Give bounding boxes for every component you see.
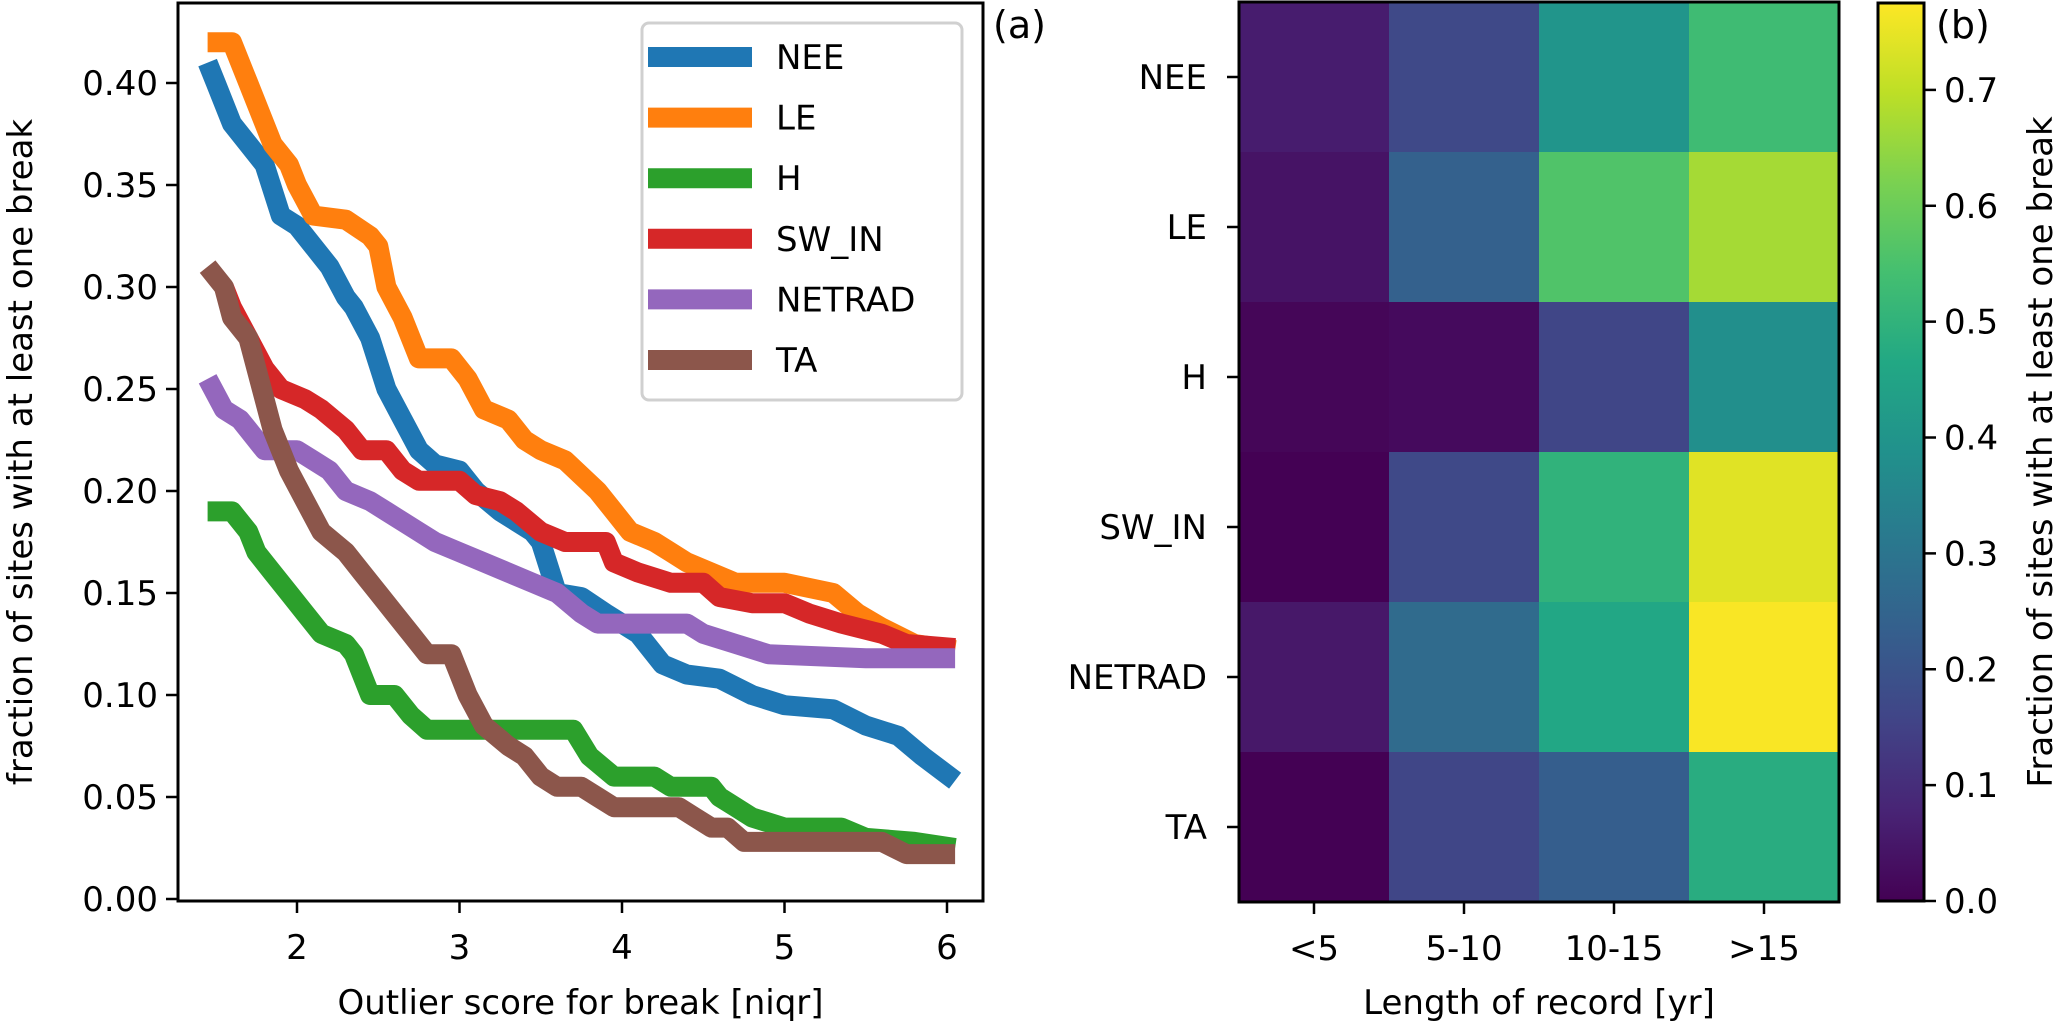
- x-tick-label: 5: [774, 928, 796, 968]
- heatmap-cell: [1689, 152, 1840, 303]
- colorbar-tick-label: 0.3: [1944, 534, 1998, 574]
- colorbar-tick-label: 0.1: [1944, 766, 1998, 806]
- heatmap-cell: [1689, 602, 1840, 753]
- heatmap-frame: [1237, 0, 1841, 904]
- colorbar-tick-label: 0.0: [1944, 882, 1998, 922]
- legend-label: SW_IN: [776, 220, 884, 260]
- heatmap-cell: [1689, 452, 1840, 603]
- heatmap-cells: [1239, 2, 1840, 903]
- heatmap-y-tick-label: SW_IN: [1099, 508, 1207, 548]
- legend-label: H: [776, 159, 802, 199]
- heatmap-cell: [1239, 152, 1390, 303]
- y-tick-label: 0.15: [82, 574, 158, 614]
- colorbar-tick-label: 0.2: [1944, 650, 1998, 690]
- y-tick-label: 0.00: [82, 880, 158, 920]
- legend-item-h: H: [648, 159, 802, 199]
- y-axis-ticks: 0.00 0.05 0.10 0.15 0.20 0.25 0.30 0.35 0.40: [82, 64, 178, 920]
- y-tick-label: 0.20: [82, 472, 158, 512]
- heatmap-x-tick-label: 5-10: [1425, 929, 1502, 969]
- series-line-ta: [199, 260, 956, 865]
- heatmap-cell: [1389, 152, 1540, 303]
- heatmap-x-axis-label: Length of record [yr]: [1363, 983, 1715, 1023]
- x-tick-label: 4: [611, 928, 633, 968]
- heatmap-cell: [1239, 602, 1390, 753]
- heatmap-cell: [1689, 752, 1840, 903]
- heatmap-x-ticks: <5 5-10 10-15 >15: [1289, 902, 1800, 969]
- heatmap-x-tick-label: >15: [1728, 929, 1800, 969]
- heatmap-cell: [1539, 602, 1690, 753]
- colorbar-tick-label: 0.4: [1944, 419, 1998, 459]
- heatmap-cell: [1689, 2, 1840, 153]
- heatmap-y-tick-label: NEE: [1139, 58, 1207, 98]
- y-tick-label: 0.10: [82, 676, 158, 716]
- heatmap-cell: [1539, 2, 1690, 153]
- colorbar-tick-label: 0.5: [1944, 303, 1998, 343]
- colorbar-label: Fraction of sites with at least one brea…: [2021, 116, 2061, 788]
- heatmap-cell: [1239, 452, 1390, 603]
- legend-label: NETRAD: [776, 280, 915, 320]
- y-tick-label: 0.25: [82, 370, 158, 410]
- heatmap-cell: [1539, 302, 1690, 453]
- heatmap-cell: [1389, 452, 1540, 603]
- y-tick-label: 0.40: [82, 64, 158, 104]
- legend-item-sw-in: SW_IN: [648, 220, 884, 260]
- heatmap-y-tick-label: NETRAD: [1068, 658, 1207, 698]
- heatmap-cell: [1539, 452, 1690, 603]
- x-tick-label: 3: [449, 928, 471, 968]
- y-tick-label: 0.30: [82, 268, 158, 308]
- y-tick-label: 0.05: [82, 778, 158, 818]
- heatmap-cell: [1689, 302, 1840, 453]
- x-axis-label: Outlier score for break [niqr]: [337, 983, 823, 1023]
- y-tick-label: 0.35: [82, 166, 158, 206]
- legend-item-nee: NEE: [648, 38, 844, 78]
- legend-label: NEE: [776, 38, 844, 78]
- x-tick-label: 2: [286, 928, 308, 968]
- legend: NEE LE H SW_IN NETRAD TA: [640, 21, 964, 402]
- colorbar: 0.0 0.1 0.2 0.3 0.4 0.5 0.6 0.7 Fraction of sit…: [1876, 1, 2061, 922]
- heatmap-cell: [1389, 302, 1540, 453]
- colorbar-tick-label: 0.7: [1944, 71, 1998, 111]
- y-axis-label: fraction of sites with at least one brea…: [1, 119, 41, 786]
- heatmap-y-tick-label: TA: [1165, 808, 1207, 848]
- colorbar-tick-label: 0.6: [1944, 187, 1998, 227]
- heatmap-cell: [1539, 752, 1690, 903]
- series-line-le: [207, 32, 957, 660]
- heatmap-y-tick-label: H: [1181, 358, 1207, 398]
- heatmap-y-tick-label: LE: [1167, 208, 1207, 248]
- heatmap-cell: [1239, 2, 1390, 153]
- heatmap-cell: [1389, 752, 1540, 903]
- legend-item-le: LE: [648, 99, 816, 139]
- series-lines: [198, 32, 962, 865]
- series-line-sw-in: [214, 283, 956, 659]
- heatmap-cell: [1539, 152, 1690, 303]
- heatmap-cell: [1389, 602, 1540, 753]
- heatmap-cell: [1239, 752, 1390, 903]
- colorbar-gradient: [1876, 1, 1926, 903]
- panel-label-a: (a): [993, 3, 1046, 47]
- legend-item-ta: TA: [648, 341, 817, 381]
- legend-label: TA: [775, 341, 817, 381]
- x-axis-ticks: 2 3 4 5 6: [286, 901, 958, 968]
- heatmap-panel: <5 5-10 10-15 >15 NEE LE H SW_IN NETRAD TA Lengt…: [1068, 0, 2061, 1023]
- heatmap-x-tick-label: <5: [1289, 929, 1339, 969]
- x-tick-label: 6: [936, 928, 958, 968]
- panel-label-b: (b): [1936, 3, 1990, 47]
- legend-label: LE: [776, 99, 816, 139]
- colorbar-ticks: 0.0 0.1 0.2 0.3 0.4 0.5 0.6 0.7: [1924, 71, 1998, 922]
- heatmap-cell: [1389, 2, 1540, 153]
- legend-item-netrad: NETRAD: [648, 280, 915, 320]
- heatmap-y-ticks: NEE LE H SW_IN NETRAD TA: [1068, 58, 1239, 848]
- plot-frame: [176, 1, 985, 903]
- heatmap-cell: [1239, 302, 1390, 453]
- heatmap-x-tick-label: 10-15: [1565, 929, 1664, 969]
